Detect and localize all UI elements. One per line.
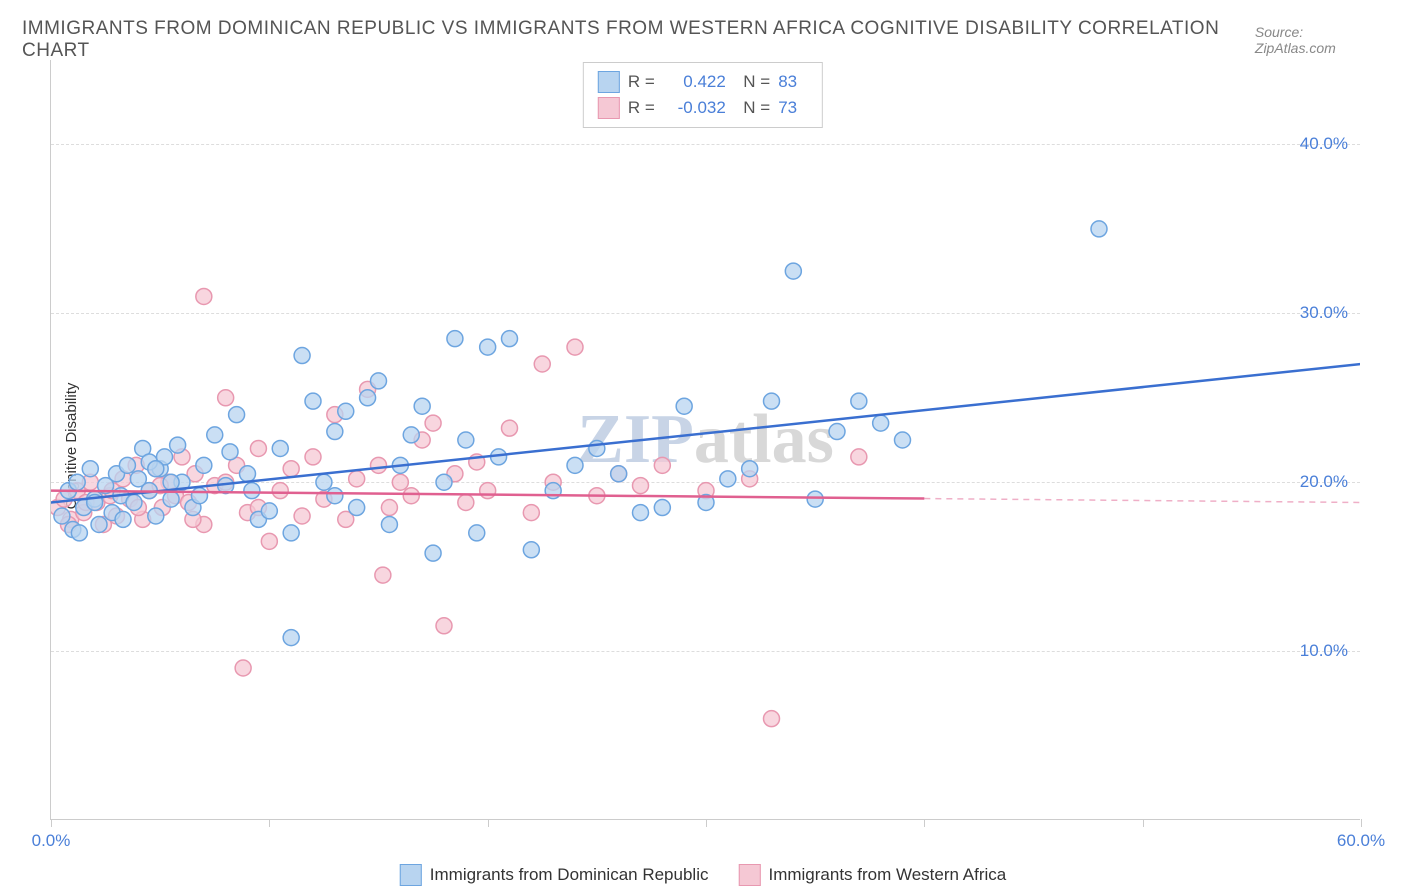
n-label: N = <box>734 72 770 92</box>
r-label: R = <box>628 72 658 92</box>
xtick <box>488 819 489 827</box>
swatch-pink <box>598 97 620 119</box>
swatch-pink-icon <box>738 864 760 886</box>
stats-legend: R = 0.422 N = 83 R = -0.032 N = 73 <box>583 62 823 128</box>
chart-svg <box>51 60 1360 819</box>
xtick <box>51 819 52 827</box>
xtick-label: 0.0% <box>32 831 71 851</box>
chart-source: Source: ZipAtlas.com <box>1255 24 1384 56</box>
n-value-blue: 83 <box>778 72 808 92</box>
plot-area: ZIPatlas 10.0%20.0%30.0%40.0%0.0%60.0% <box>50 60 1360 820</box>
chart-header: IMMIGRANTS FROM DOMINICAN REPUBLIC VS IM… <box>22 18 1384 62</box>
legend-label-pink: Immigrants from Western Africa <box>768 865 1006 885</box>
n-value-pink: 73 <box>778 98 808 118</box>
legend-item-pink: Immigrants from Western Africa <box>738 864 1006 886</box>
swatch-blue <box>598 71 620 93</box>
xtick <box>706 819 707 827</box>
swatch-blue-icon <box>400 864 422 886</box>
xtick <box>1143 819 1144 827</box>
r-label: R = <box>628 98 658 118</box>
stats-row-blue: R = 0.422 N = 83 <box>598 69 808 95</box>
series-legend: Immigrants from Dominican Republic Immig… <box>400 864 1006 886</box>
legend-label-blue: Immigrants from Dominican Republic <box>430 865 709 885</box>
n-label: N = <box>734 98 770 118</box>
xtick <box>1361 819 1362 827</box>
r-value-pink: -0.032 <box>666 98 726 118</box>
xtick-label: 60.0% <box>1337 831 1385 851</box>
r-value-blue: 0.422 <box>666 72 726 92</box>
legend-item-blue: Immigrants from Dominican Republic <box>400 864 709 886</box>
xtick <box>924 819 925 827</box>
stats-row-pink: R = -0.032 N = 73 <box>598 95 808 121</box>
chart-title: IMMIGRANTS FROM DOMINICAN REPUBLIC VS IM… <box>22 18 1255 62</box>
xtick <box>269 819 270 827</box>
